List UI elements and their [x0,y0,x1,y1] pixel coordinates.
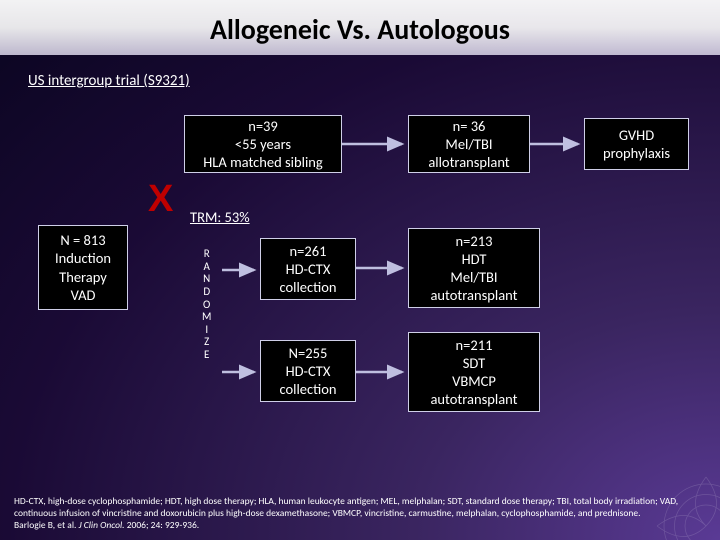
box-collection-2: N=255HD-CTXcollection [260,340,356,402]
box-gvhd-prophylaxis: GVHDprophylaxis [584,118,689,170]
footnote-abbreviations: HD-CTX, high-dose cyclophosphamide; HDT,… [14,496,706,532]
randomize-label: RANDOMIZE [202,248,211,362]
trial-subtitle: US intergroup trial (S9321) [28,72,190,90]
trm-label: TRM: 53% [190,208,250,226]
citation-text: Barlogie B, et al. J Clin Oncol. 2006; 2… [14,519,199,531]
box-allo-selection: n=39<55 yearsHLA matched sibling [184,115,342,173]
box-auto-hdt: n=213HDTMel/TBIautotransplant [408,228,540,308]
box-induction: N = 813InductionTherapyVAD [38,225,128,310]
box-allo-transplant: n= 36Mel/TBIallotransplant [408,115,530,173]
box-collection-1: n=261HD-CTXcollection [260,238,356,300]
x-mark-icon: X [148,178,173,221]
box-auto-sdt: n=211SDTVBMCPautotransplant [408,332,540,412]
page-title: Allogeneic Vs. Autologous [0,0,720,55]
footnote-text: HD-CTX, high-dose cyclophosphamide; HDT,… [14,495,678,519]
